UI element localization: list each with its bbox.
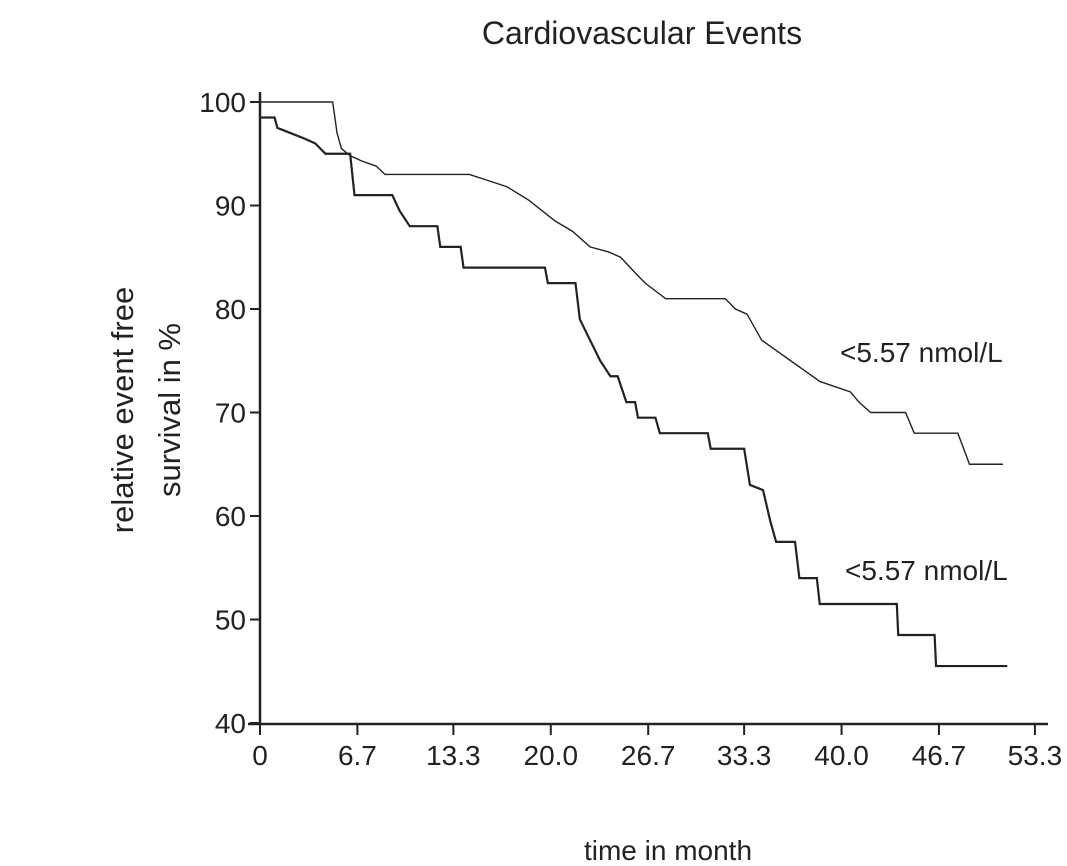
y-tick-label: 60 <box>215 501 246 532</box>
x-axis-label: time in month <box>584 835 752 866</box>
x-tick-label: 0 <box>252 740 268 771</box>
y-tick-label: 50 <box>215 605 246 636</box>
x-tick-label: 26.7 <box>621 740 676 771</box>
y-tick-label: 80 <box>215 294 246 325</box>
x-tick-label: 13.3 <box>426 740 481 771</box>
x-tick-label: 20.0 <box>524 740 579 771</box>
survival-line <box>260 116 1008 668</box>
x-tick-label: 6.7 <box>338 740 377 771</box>
y-tick-label: 40 <box>215 708 246 739</box>
series-label: <5.57 nmol/L <box>845 555 1008 586</box>
y-tick-label: 100 <box>199 87 246 118</box>
series-label: <5.57 nmol/L <box>840 337 1003 368</box>
y-axis-label: survival in % <box>152 323 187 497</box>
y-axis-label: relative event free <box>105 287 140 533</box>
y-tick-label: 90 <box>215 191 246 222</box>
chart-title: Cardiovascular Events <box>482 15 802 51</box>
y-tick-label: 70 <box>215 398 246 429</box>
x-tick-label: 53.3 <box>1008 740 1063 771</box>
x-tick-label: 40.0 <box>814 740 869 771</box>
x-tick-label: 33.3 <box>717 740 772 771</box>
survival-line <box>260 101 1003 465</box>
x-tick-label: 46.7 <box>912 740 967 771</box>
